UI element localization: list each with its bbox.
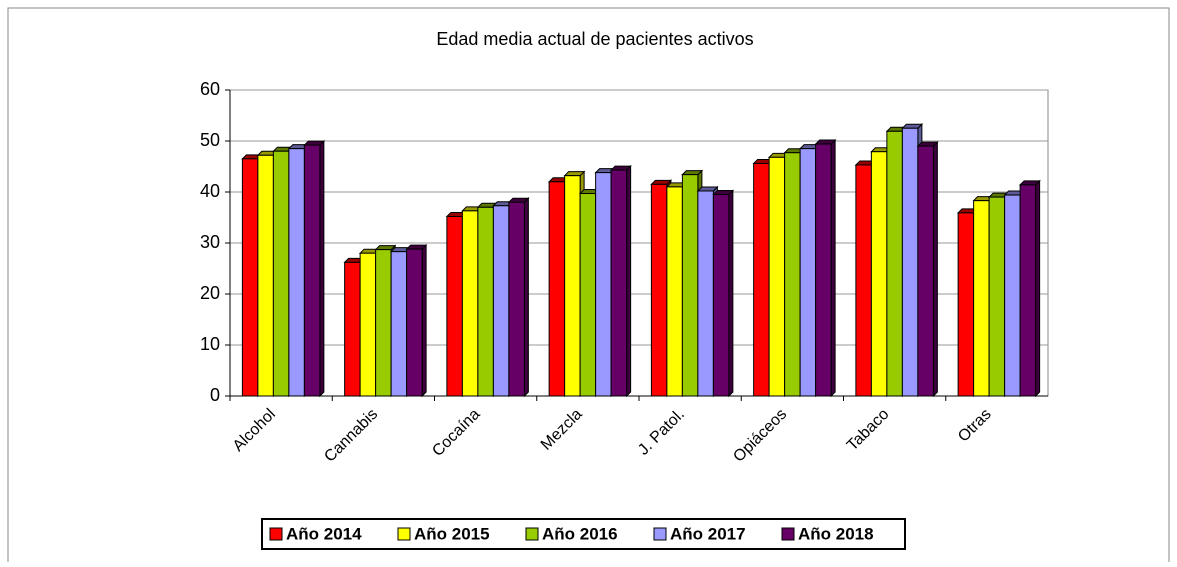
bar: [405, 243, 428, 398]
bar-face: [901, 123, 924, 129]
y-tick-label: 30: [200, 232, 220, 252]
bar-face: [241, 158, 259, 397]
legend-label: Año 2018: [798, 524, 874, 543]
bar-face: [784, 152, 801, 397]
bar-face: [303, 144, 321, 397]
bar-face: [768, 156, 786, 397]
bar-face: [272, 150, 290, 397]
bar-face: [855, 164, 872, 397]
bar-face: [666, 186, 683, 397]
bar-face: [988, 196, 1006, 397]
bar-face: [957, 212, 975, 397]
bar-face: [461, 210, 479, 397]
bar-face: [595, 172, 612, 397]
bar-face: [446, 215, 463, 397]
bar: [609, 164, 632, 398]
bar-face: [359, 252, 377, 397]
bar-face: [728, 189, 734, 398]
legend-swatch: [653, 527, 667, 541]
bar-face: [814, 139, 837, 145]
bar-face: [830, 138, 836, 398]
bar: [507, 196, 530, 398]
bar-face: [916, 141, 939, 147]
bar-face: [799, 148, 817, 397]
legend: [261, 518, 906, 550]
legend-label: Año 2016: [542, 524, 618, 543]
legend-label: Año 2014: [286, 524, 362, 543]
bar-face: [932, 140, 938, 398]
bar-face: [548, 181, 566, 397]
bar-face: [563, 171, 586, 177]
bar-face: [681, 170, 704, 176]
bar-face: [257, 154, 274, 397]
bar-face: [319, 139, 325, 398]
bar-face: [650, 183, 668, 397]
bar-face: [1019, 184, 1037, 397]
bar-face: [477, 206, 494, 397]
bar-face: [696, 186, 719, 192]
bar-face: [712, 190, 735, 196]
bar-face: [712, 194, 730, 397]
legend-swatch: [397, 527, 411, 541]
bar-face: [523, 196, 529, 398]
bar-face: [303, 140, 326, 146]
bar-face: [421, 243, 427, 398]
bar-face: [973, 200, 990, 397]
bar-face: [610, 169, 628, 397]
y-tick-label: 0: [210, 385, 220, 405]
legend-label: Año 2015: [414, 524, 490, 543]
legend-label: Año 2017: [670, 524, 746, 543]
bar-face: [1035, 179, 1041, 398]
y-tick-label: 50: [200, 130, 220, 150]
bar-face: [870, 151, 888, 397]
bar-face: [650, 179, 673, 185]
bar-face: [626, 164, 632, 398]
bar-face: [344, 261, 361, 397]
bar-face: [886, 130, 903, 397]
bar-face: [508, 201, 525, 397]
bar-face: [405, 244, 428, 250]
bar-face: [579, 193, 597, 397]
y-tick-label: 10: [200, 334, 220, 354]
y-tick-label: 40: [200, 181, 220, 201]
bar-face: [406, 248, 423, 397]
legend-swatch: [269, 527, 283, 541]
bar-face: [1004, 194, 1021, 397]
bar-face: [681, 174, 699, 397]
bar-face: [901, 127, 919, 397]
bar-face: [375, 249, 392, 397]
bar-face: [753, 162, 770, 397]
bar-face: [507, 197, 530, 203]
y-tick-label: 20: [200, 283, 220, 303]
bar-face: [609, 165, 632, 171]
bar-face: [917, 145, 934, 397]
bar-face: [374, 245, 397, 251]
bar-face: [1018, 180, 1041, 186]
bar-face: [492, 205, 510, 397]
bar-face: [390, 251, 408, 397]
bar: [303, 139, 326, 398]
legend-swatch: [525, 527, 539, 541]
bar-face: [564, 175, 581, 397]
bar-face: [815, 143, 832, 397]
bar: [916, 140, 939, 398]
legend-swatch: [781, 527, 795, 541]
bar-face: [697, 190, 714, 397]
bar-face: [288, 148, 305, 397]
chart-title: Edad media actual de pacientes activos: [436, 29, 753, 49]
bar: [1018, 179, 1041, 398]
bar: [712, 189, 735, 398]
y-tick-label: 60: [200, 79, 220, 99]
bar: [814, 138, 837, 398]
